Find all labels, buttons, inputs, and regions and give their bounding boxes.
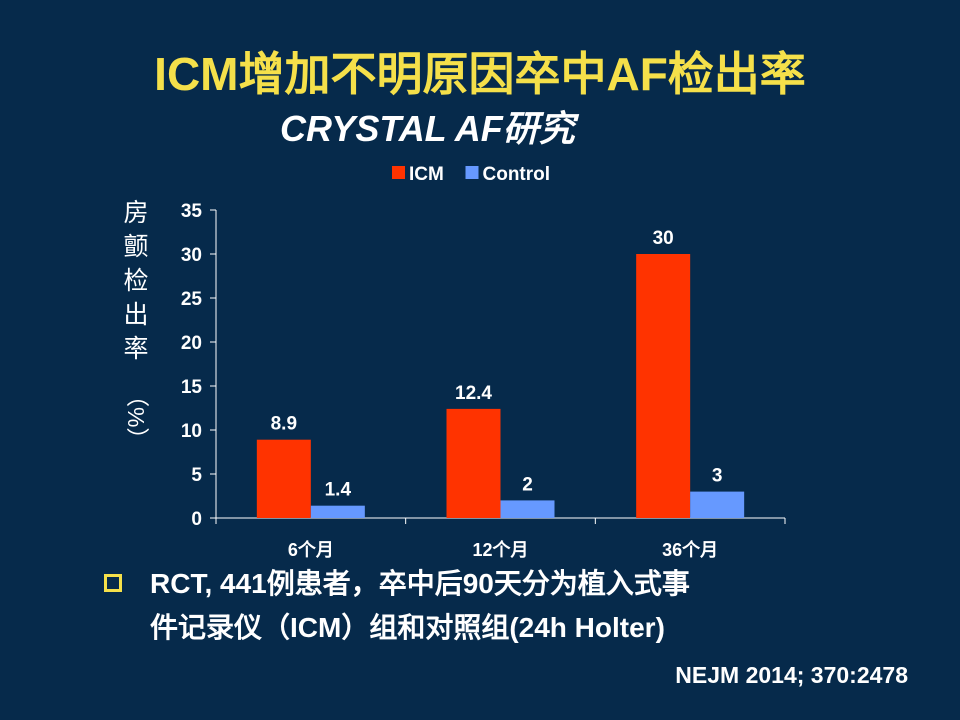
y-axis-label: 房颤检出率 （%）	[116, 196, 156, 450]
y-tick-label: 30	[181, 245, 202, 266]
legend-label-control: Control	[483, 164, 551, 185]
data-label: 30	[653, 228, 674, 249]
bullet-line-2: 件记录仪（ICM）组和对照组(24h Holter)	[150, 612, 665, 643]
y-tick-label: 25	[181, 289, 203, 310]
bar-control	[310, 505, 365, 518]
y-tick-label: 35	[181, 201, 203, 222]
y-axis-title: 房颤检出率	[123, 199, 149, 363]
y-tick-label: 20	[181, 333, 202, 354]
bar-icm	[256, 439, 311, 518]
legend-label-icm: ICM	[409, 164, 444, 185]
data-label: 1.4	[325, 480, 352, 501]
x-tick-label: 12个月	[472, 539, 528, 560]
reference: NEJM 2014; 370:2478	[675, 662, 908, 688]
y-tick-label: 15	[181, 377, 203, 398]
bar-control	[690, 491, 745, 518]
data-label: 12.4	[455, 383, 492, 404]
data-label: 2	[522, 474, 533, 495]
bullet-icon	[104, 574, 122, 592]
x-tick-label: 36个月	[662, 539, 718, 560]
legend-swatch-icm	[392, 166, 405, 179]
bar-control	[500, 500, 555, 518]
legend-swatch-control	[465, 166, 479, 179]
y-axis-unit: （%）	[123, 384, 149, 451]
data-label: 8.9	[271, 414, 297, 435]
bullet-line-1: RCT, 441例患者，卒中后90天分为植入式事	[150, 568, 690, 599]
data-label: 3	[712, 466, 723, 487]
x-tick-label: 6个月	[288, 539, 334, 560]
bar-icm	[446, 408, 501, 518]
y-tick-label: 10	[181, 421, 202, 442]
bar-icm	[636, 254, 691, 518]
slide-subtitle: CRYSTAL AF研究	[280, 108, 575, 149]
bullet-text: RCT, 441例患者，卒中后90天分为植入式事 件记录仪（ICM）组和对照组(…	[150, 562, 870, 650]
y-tick-label: 0	[191, 509, 202, 530]
y-tick-label: 5	[191, 465, 202, 486]
slide-title: ICM增加不明原因卒中AF检出率	[154, 48, 806, 100]
